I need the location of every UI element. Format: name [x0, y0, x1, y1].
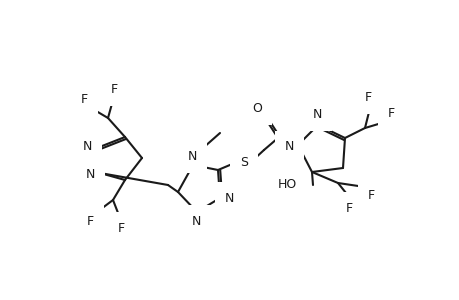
Text: F: F — [367, 189, 374, 202]
Text: N: N — [284, 140, 293, 154]
Text: F: F — [364, 91, 371, 104]
Text: F: F — [110, 83, 118, 96]
Text: F: F — [87, 215, 94, 228]
Text: F: F — [117, 222, 124, 235]
Text: N: N — [85, 167, 95, 181]
Text: F: F — [81, 93, 88, 106]
Text: N: N — [312, 108, 321, 121]
Text: N: N — [187, 150, 196, 163]
Text: S: S — [240, 155, 247, 169]
Text: F: F — [345, 202, 352, 215]
Text: HO: HO — [277, 178, 297, 191]
Text: F: F — [387, 107, 394, 120]
Text: N: N — [224, 191, 234, 205]
Text: O: O — [252, 102, 262, 115]
Text: N: N — [191, 215, 200, 228]
Text: N: N — [83, 140, 92, 154]
